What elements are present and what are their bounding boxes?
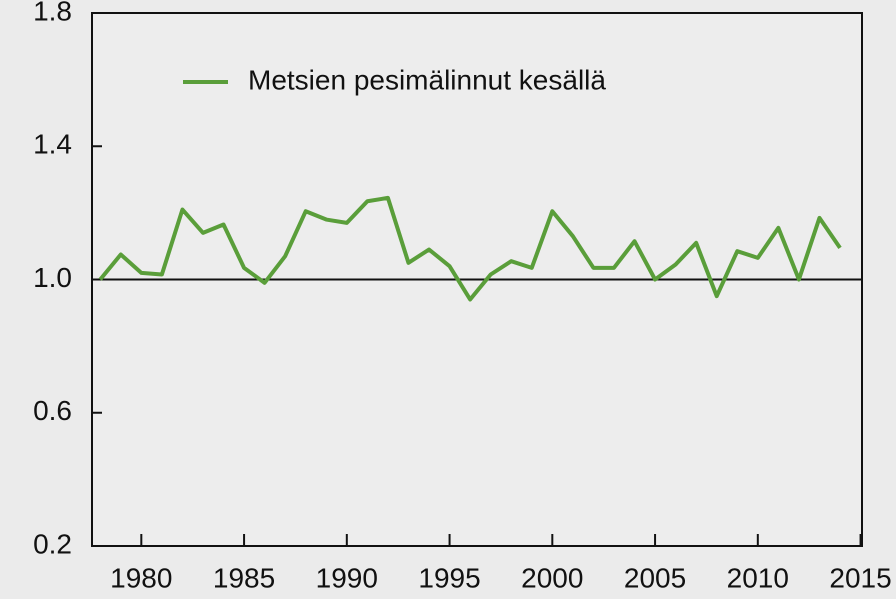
- y-tick-label: 0.6: [33, 395, 72, 426]
- y-tick-label: 0.2: [33, 528, 72, 559]
- data-line: [98, 195, 842, 302]
- x-tick-label: 2010: [727, 562, 789, 593]
- y-tick-label: 1.0: [33, 262, 72, 293]
- x-tick-label: 1980: [110, 562, 172, 593]
- x-tick-label: 2000: [521, 562, 583, 593]
- x-tick-label: 1985: [213, 562, 275, 593]
- legend-label: Metsien pesimälinnut kesällä: [248, 64, 606, 95]
- x-tick-label: 1995: [418, 562, 480, 593]
- x-tick-label: 1990: [316, 562, 378, 593]
- y-tick-label: 1.4: [33, 129, 72, 160]
- x-tick-label: 2005: [624, 562, 686, 593]
- y-tick-label: 1.8: [33, 0, 72, 26]
- x-tick-label: 2015: [829, 562, 891, 593]
